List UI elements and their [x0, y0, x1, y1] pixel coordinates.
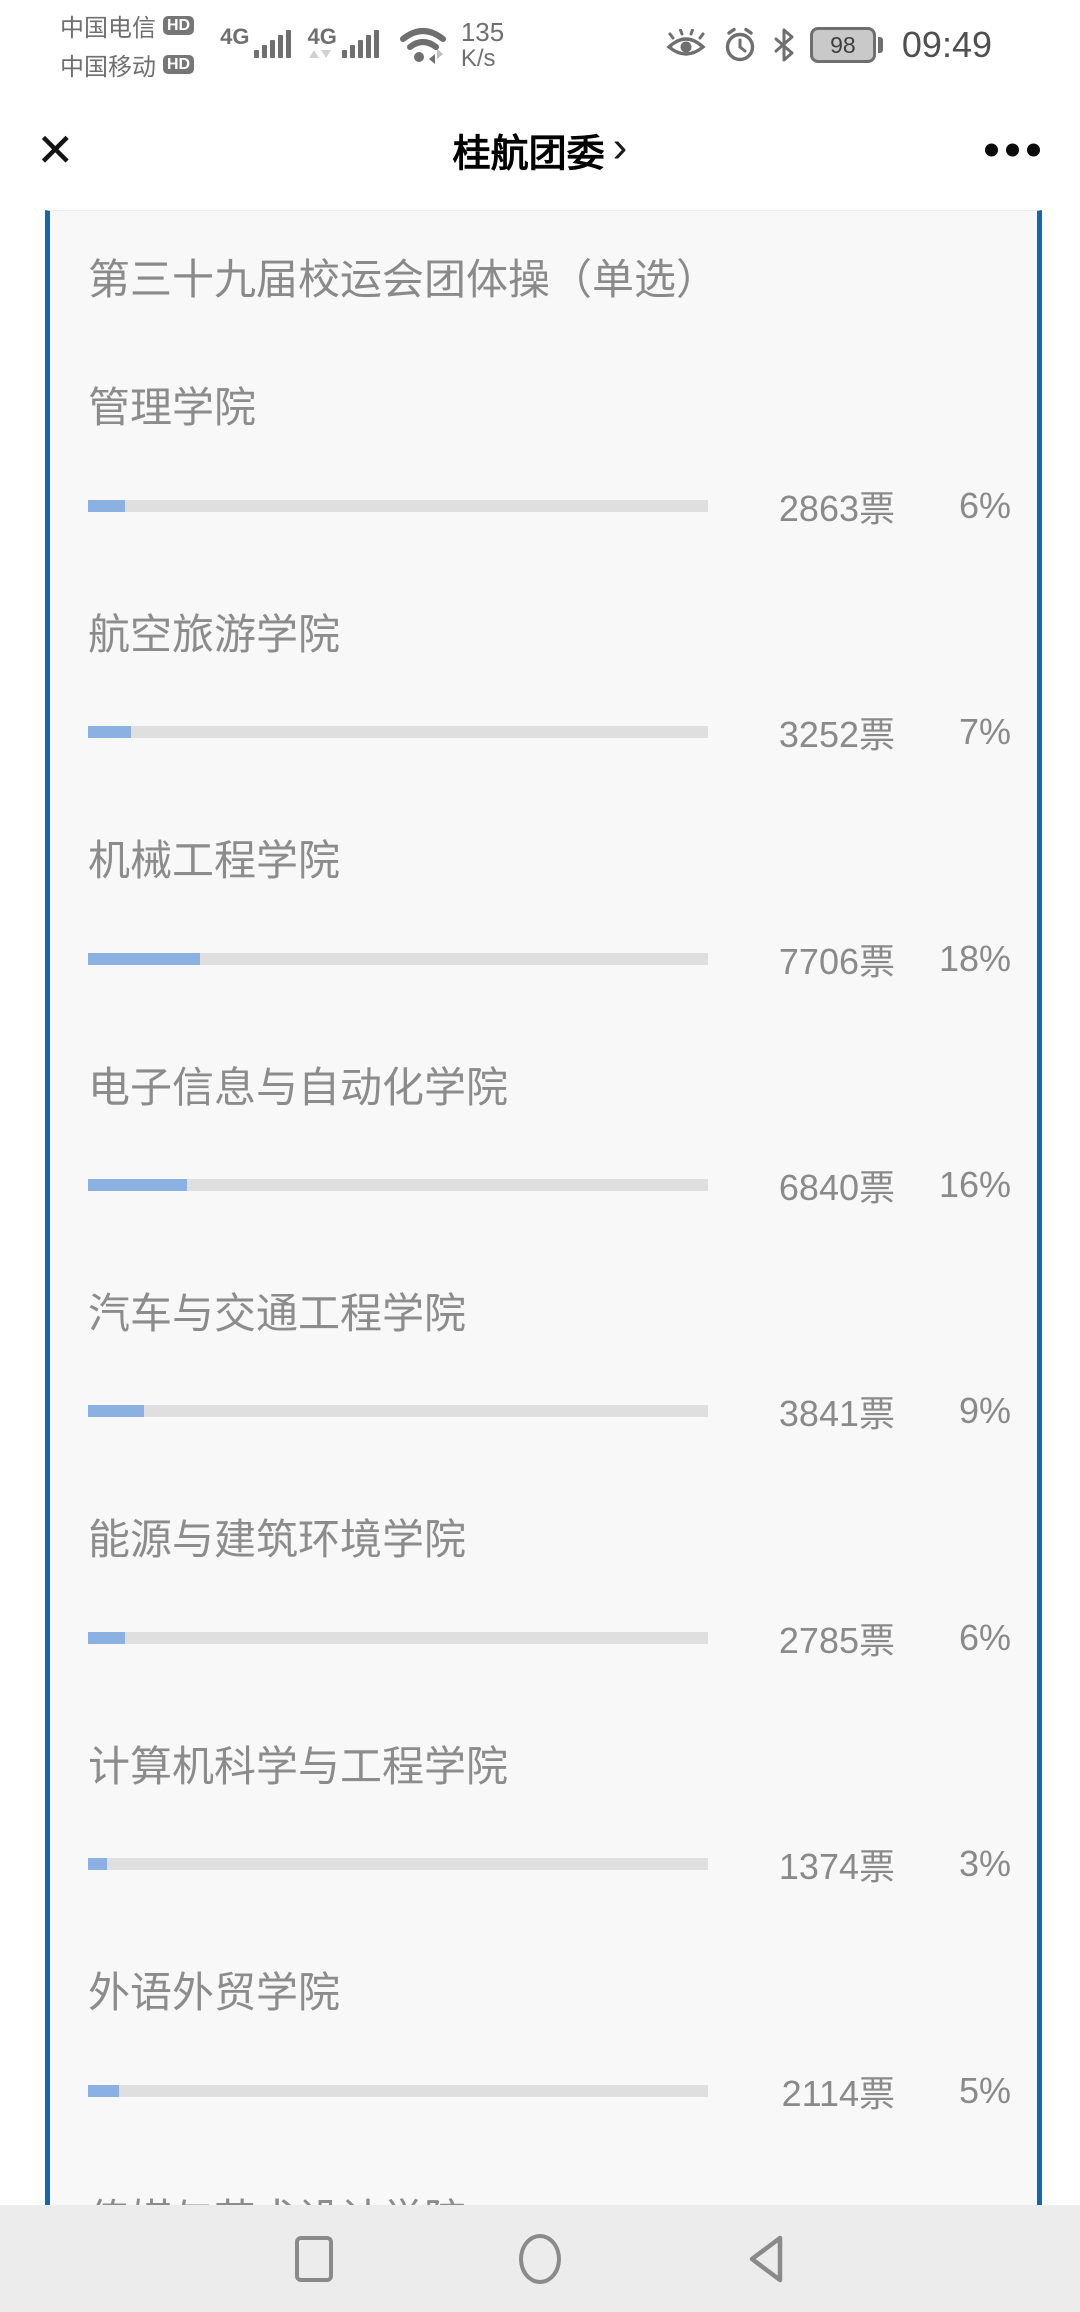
progress-fill: [88, 1858, 107, 1871]
back-button[interactable]: [736, 2229, 796, 2289]
sim1-signal: 4G: [220, 24, 292, 64]
carrier-labels: 中国电信 HD 中国移动 HD: [60, 8, 195, 82]
progress-track: [88, 1405, 708, 1418]
eye-protection-icon: [666, 29, 706, 56]
network-type-label: 4G: [307, 26, 337, 58]
option-label: 汽车与交通工程学院: [88, 1289, 467, 1337]
vote-count: 6840票: [778, 1166, 895, 1208]
progress-track: [88, 1858, 708, 1871]
status-time: 09:49: [901, 24, 992, 65]
poll-option[interactable]: 管理学院 2863票 6%: [88, 383, 1011, 531]
chevron-right-icon: ›: [612, 122, 628, 172]
option-label: 电子信息与自动化学院: [88, 1063, 509, 1111]
progress-track: [88, 726, 708, 739]
progress-fill: [88, 952, 200, 965]
vote-count: 2863票: [778, 487, 895, 529]
navbar: ✕ 桂航团委 ›: [0, 90, 1080, 210]
bluetooth-icon: [774, 28, 794, 62]
close-icon[interactable]: ✕: [36, 124, 75, 176]
vote-count: 2785票: [778, 1619, 895, 1661]
network-speed: 135 K/s: [460, 16, 505, 73]
progress-fill: [88, 2084, 119, 2097]
progress-fill: [88, 1178, 188, 1191]
vote-percent: 18%: [938, 937, 1011, 979]
carrier2-label: 中国移动: [60, 54, 156, 81]
progress-track: [88, 2084, 708, 2097]
poll-option[interactable]: 机械工程学院 7706票 18%: [88, 836, 1011, 984]
progress-track: [88, 952, 708, 965]
speed-value: 135: [460, 16, 505, 47]
carrier1-label: 中国电信: [60, 15, 156, 42]
option-label: 机械工程学院: [88, 837, 341, 885]
vote-percent: 16%: [938, 1163, 1011, 1205]
status-bar-right: 98 09:49: [665, 24, 992, 66]
system-navigation-bar: [0, 2205, 1080, 2312]
vote-count: 2114票: [781, 2072, 895, 2114]
option-label: 管理学院: [88, 384, 257, 432]
sim2-signal: 4G: [307, 26, 379, 64]
vote-count: 3252票: [778, 714, 895, 756]
vote-count: 1374票: [778, 1846, 895, 1888]
battery-icon: 98: [809, 27, 883, 63]
poll-option[interactable]: 能源与建筑环境学院 2785票 6%: [88, 1515, 1011, 1663]
progress-track: [88, 499, 708, 512]
poll-option[interactable]: 计算机科学与工程学院 1374票 3%: [88, 1742, 1011, 1890]
poll-title: 第三十九届校运会团体操（单选）: [88, 256, 719, 303]
data-traffic-icon: [309, 50, 332, 58]
poll-option[interactable]: 电子信息与自动化学院 6840票 16%: [88, 1063, 1011, 1211]
poll-option[interactable]: 外语外贸学院 2114票 5%: [88, 1968, 1011, 2116]
signal-bars-icon: [254, 30, 292, 64]
vote-percent: 6%: [958, 484, 1011, 526]
progress-track: [88, 1631, 708, 1644]
progress-fill: [88, 499, 126, 512]
status-bar: 中国电信 HD 中国移动 HD 4G 4G 135 K/s: [0, 0, 1080, 90]
home-button[interactable]: [510, 2229, 570, 2289]
vote-percent: 7%: [958, 711, 1011, 753]
page-title[interactable]: 桂航团委 ›: [453, 123, 628, 178]
speed-unit: K/s: [460, 45, 496, 73]
vote-percent: 5%: [958, 2069, 1011, 2111]
vote-count: 7706票: [778, 940, 895, 982]
hd-icon: HD: [163, 54, 195, 75]
option-label: 传媒与艺术设计学院: [88, 2195, 1011, 2205]
more-menu-icon[interactable]: [985, 143, 1040, 157]
account-title: 桂航团委: [452, 133, 605, 176]
poll-card: 第三十九届校运会团体操（单选） 管理学院 2863票 6% 航空旅游学院 325…: [45, 210, 1042, 2205]
home-circle-icon: [519, 2233, 561, 2284]
back-triangle-icon: [749, 2235, 783, 2282]
alarm-icon: [725, 27, 755, 62]
vote-percent: 9%: [958, 1390, 1011, 1432]
wifi-icon: [399, 28, 446, 64]
progress-fill: [88, 1631, 126, 1644]
recents-square-icon: [295, 2235, 333, 2282]
option-label: 外语外贸学院: [88, 1969, 341, 2017]
poll-option[interactable]: 传媒与艺术设计学院 2043票 4%: [88, 2195, 1011, 2205]
poll-option[interactable]: 汽车与交通工程学院 3841票 9%: [88, 1289, 1011, 1437]
progress-fill: [88, 726, 132, 739]
vote-percent: 3%: [958, 1843, 1011, 1885]
option-label: 航空旅游学院: [88, 610, 341, 658]
recents-button[interactable]: [284, 2229, 344, 2289]
progress-track: [88, 1178, 708, 1191]
vote-percent: 6%: [958, 1616, 1011, 1658]
signal-bars-icon: [341, 30, 379, 64]
hd-icon: HD: [163, 15, 195, 36]
battery-percent: 98: [830, 31, 856, 58]
option-label: 计算机科学与工程学院: [88, 1742, 509, 1790]
network-type-label: 4G: [220, 24, 250, 49]
progress-fill: [88, 1405, 144, 1418]
poll-option[interactable]: 航空旅游学院 3252票 7%: [88, 610, 1011, 758]
option-label: 能源与建筑环境学院: [88, 1516, 467, 1564]
vote-count: 3841票: [778, 1393, 895, 1435]
